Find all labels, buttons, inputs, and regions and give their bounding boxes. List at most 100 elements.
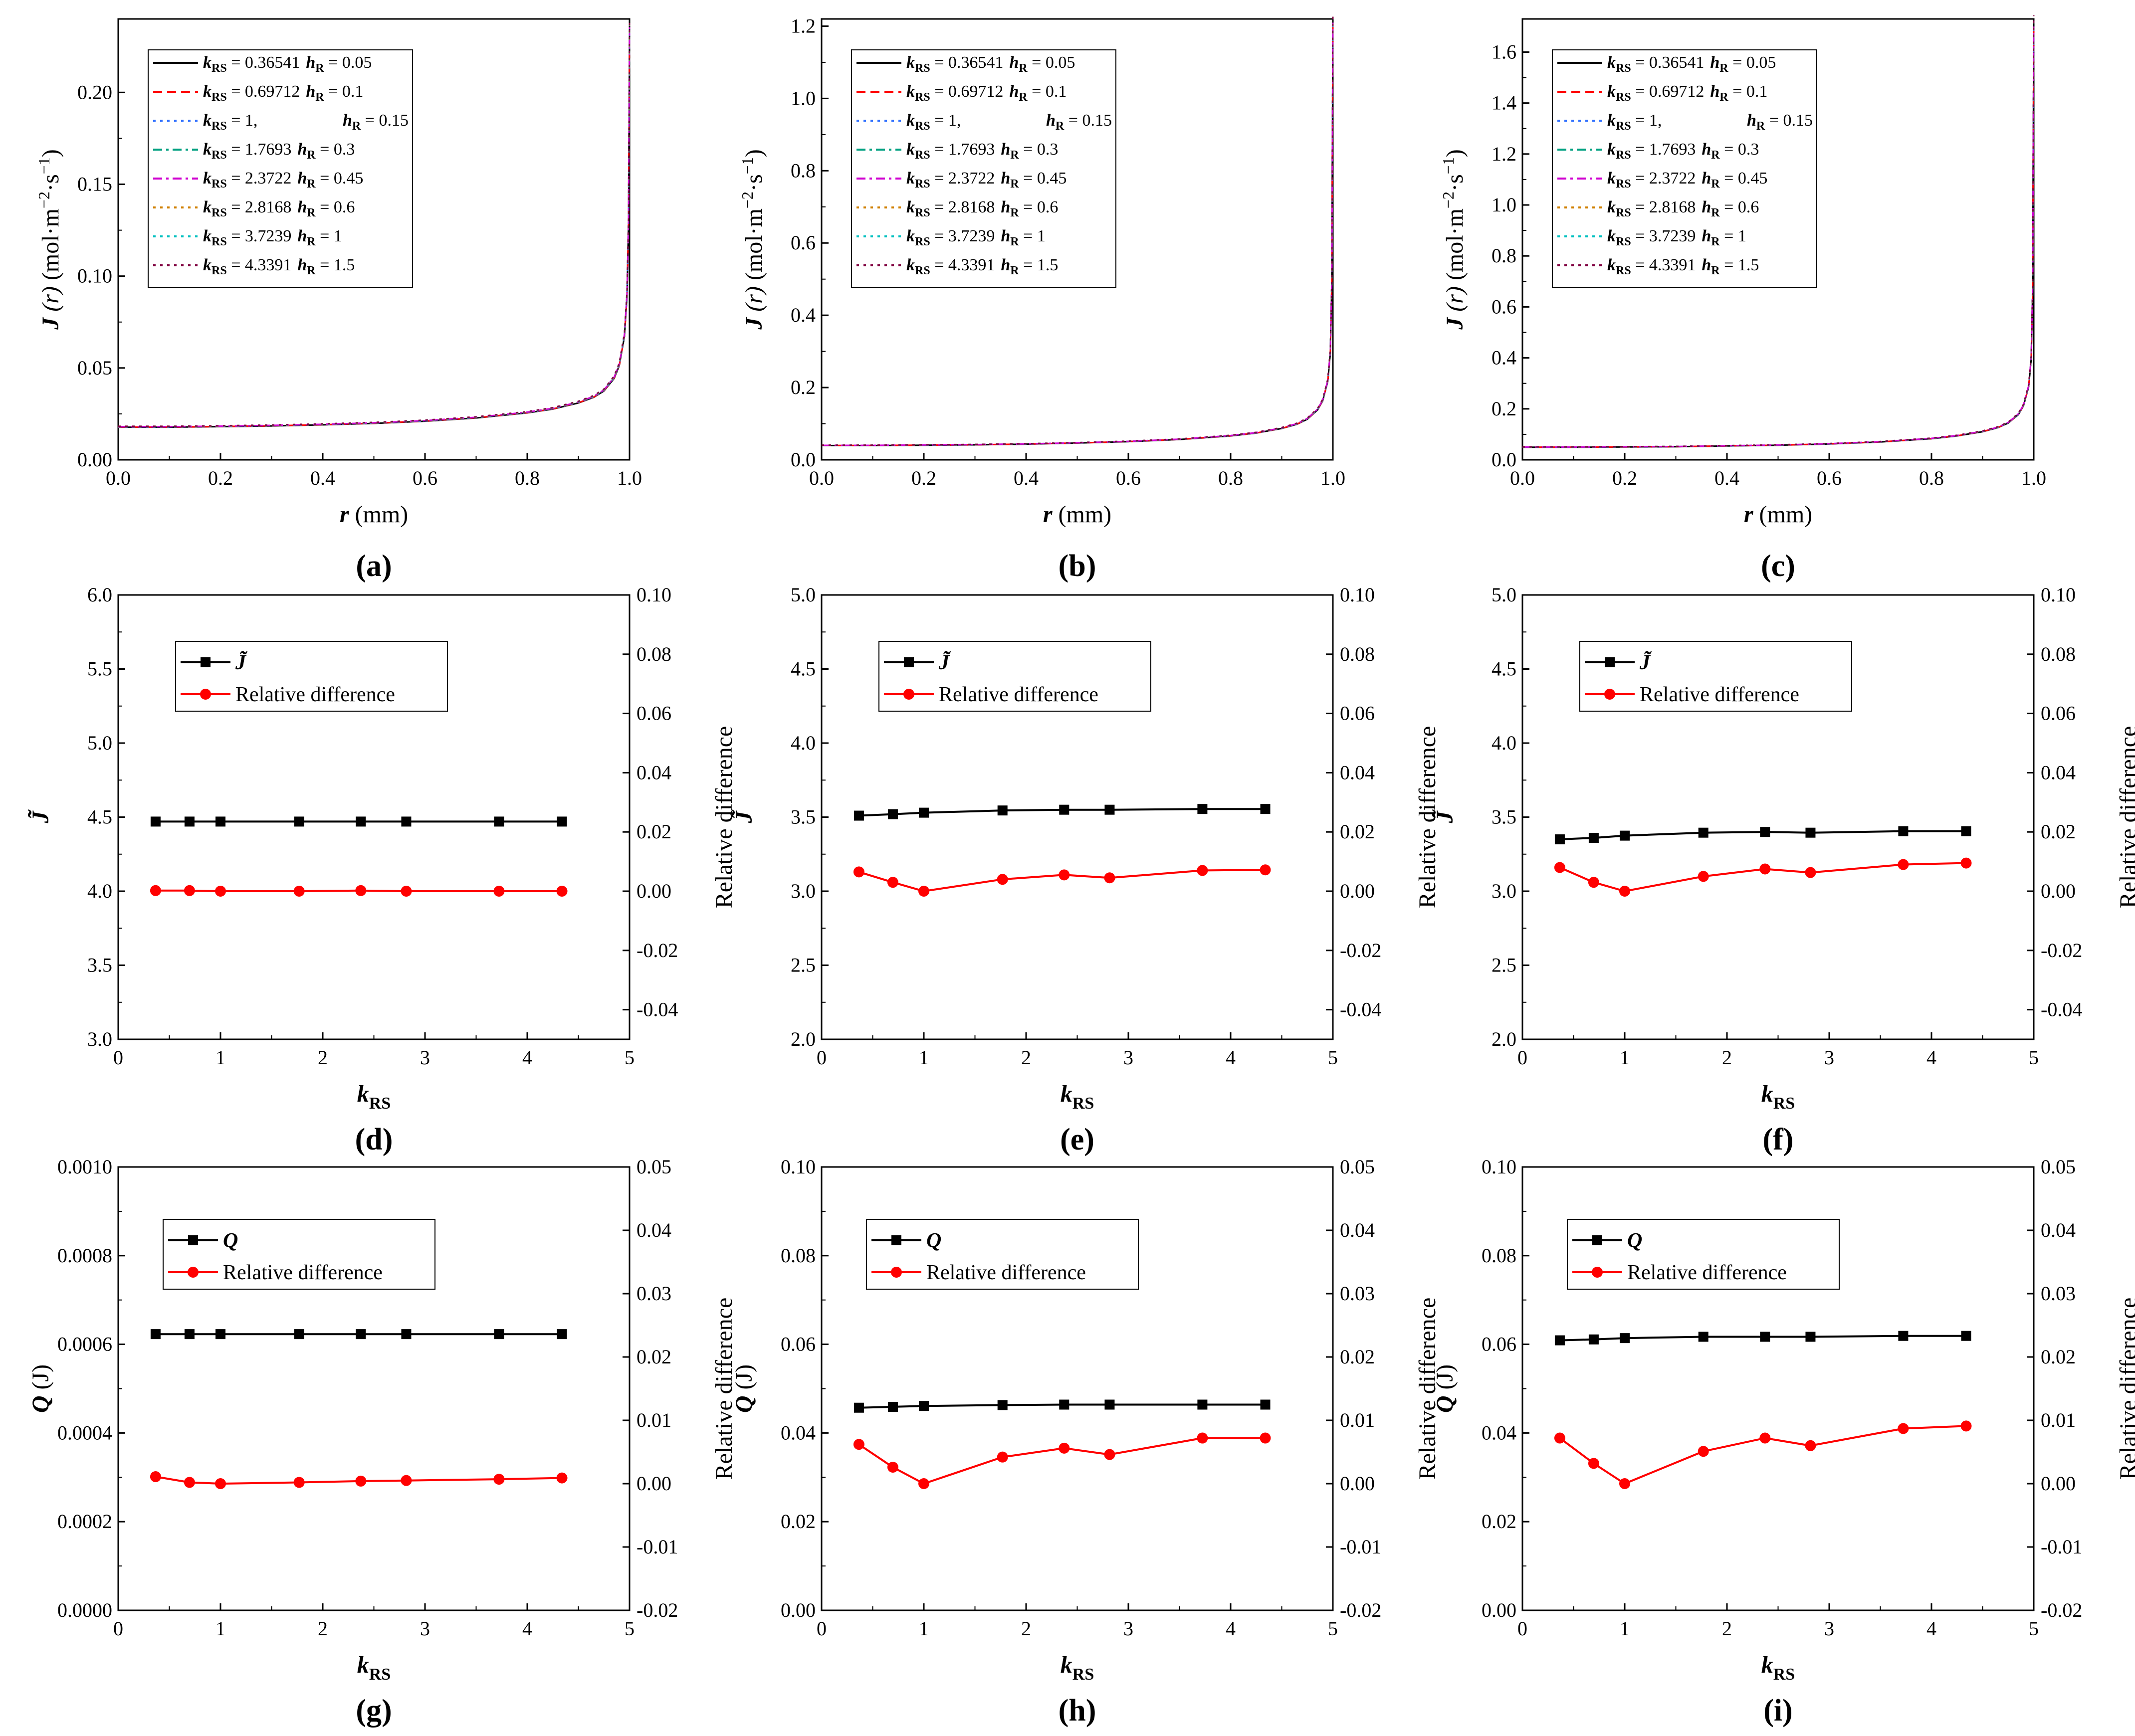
legend-h-sub: R — [1711, 206, 1720, 219]
x-tick-label: 5 — [1328, 1046, 1338, 1069]
y2-axis-label: Relative difference — [1414, 726, 1441, 909]
legend-entry: kRS = 0.36541 hR = 0.05 — [203, 53, 372, 75]
series-reldiff-point — [1554, 862, 1565, 873]
legend-k: k — [906, 111, 915, 130]
y-tick-label: 3.5 — [791, 806, 816, 828]
y2-tick-label: 0.02 — [1340, 1346, 1375, 1368]
y2-tick-label: 0.00 — [2041, 1472, 2076, 1495]
x-axis-label: kRS — [1761, 1081, 1795, 1113]
y-axis-exp: −1 — [738, 157, 756, 174]
legend-h: h — [297, 140, 307, 159]
panel-caption: (d) — [355, 1123, 393, 1157]
y-tick-label: 0.2 — [791, 376, 816, 398]
legend-h-sub: R — [315, 62, 324, 75]
y-tick-label: 0.6 — [791, 231, 816, 254]
legend-eq: = — [1028, 53, 1046, 72]
legend-eq: = — [324, 82, 342, 101]
series-main-point — [1760, 1332, 1770, 1342]
series-reldiff-point — [1260, 1432, 1271, 1444]
y-tick-label: 0.10 — [77, 265, 112, 287]
series-main-point — [1059, 1399, 1069, 1410]
y-tick-label: 0.0000 — [57, 1599, 112, 1621]
legend-k-value: 2.3722 — [1649, 169, 1696, 188]
legend-entry: Relative difference — [1640, 683, 1799, 706]
x-tick-label: 1.0 — [2021, 467, 2046, 489]
x-axis-unit: (mm) — [349, 501, 409, 528]
y2-axis-label: Relative difference — [2115, 726, 2135, 909]
series-reldiff-point — [1059, 869, 1070, 881]
series-main-point — [184, 1329, 195, 1340]
y-axis-exp: −2 — [1439, 192, 1457, 208]
x-tick-label: 2 — [1021, 1617, 1031, 1640]
y2-tick-label: 0.04 — [2041, 1219, 2076, 1241]
legend-k-sub: RS — [1616, 149, 1631, 162]
x-axis-sub: RS — [1773, 1094, 1795, 1113]
panel-i: 0 1 2 3 4 5 0.00 0.02 0.04 0.06 0.08 0.10 -0.02 -0.01… — [1432, 1156, 2135, 1728]
legend-h-value: 0.15 — [379, 111, 409, 130]
legend-h-sub: R — [1719, 91, 1728, 104]
y-axis-exp: −2 — [738, 192, 756, 208]
series-main-point — [494, 816, 504, 827]
y-tick-label: 0.08 — [1482, 1244, 1516, 1267]
legend-eq: = — [1720, 169, 1738, 188]
x-tick-label: 4 — [1926, 1617, 1936, 1640]
panel-caption: (a) — [356, 549, 392, 583]
legend-entry: kRS = 2.3722 hR = 0.45 — [906, 169, 1067, 191]
y-axis-label: Q (J) — [731, 1364, 757, 1413]
legend-k: k — [203, 256, 212, 274]
x-tick-label: 0.6 — [1116, 467, 1141, 489]
y-axis-var: J — [37, 317, 64, 330]
series-main-point — [1554, 834, 1565, 845]
legend-h-value: 0.3 — [334, 140, 355, 159]
x-tick-label: 0 — [817, 1617, 827, 1640]
legend-entry: Relative difference — [1627, 1261, 1787, 1284]
y2-tick-label: 0.05 — [1340, 1156, 1375, 1178]
x-tick-label: 0.0 — [106, 467, 131, 489]
legend-entry: kRS = 4.3391 hR = 1.5 — [203, 256, 355, 277]
series-reldiff-point — [918, 886, 929, 897]
x-tick-label: 3 — [1123, 1046, 1133, 1069]
legend-h-sub: R — [1719, 62, 1728, 75]
series-reldiff-point — [1698, 871, 1709, 882]
y-axis-unit: ·s — [741, 174, 767, 192]
series-reldiff-point — [1197, 1432, 1208, 1444]
series-reldiff-point — [355, 1475, 367, 1487]
legend-box — [1552, 49, 1817, 288]
legend-entry: kRS = 2.3722 hR = 0.45 — [203, 169, 363, 191]
series-reldiff-point — [887, 1461, 898, 1473]
series-main-point — [1620, 830, 1630, 841]
legend-eq: = — [361, 111, 379, 130]
legend-h: h — [306, 82, 315, 101]
panel-f: 0 1 2 3 4 5 2.0 2.5 3.0 3.5 4.0 4.5 5.0 -0.04 -0.02 0.0… — [1431, 583, 2135, 1157]
series-reldiff-point — [1805, 867, 1816, 878]
x-tick-label: 0 — [1517, 1617, 1527, 1640]
legend-entry: J̃ — [1639, 650, 1652, 674]
legend-h-sub: R — [307, 178, 316, 191]
series-main-point — [887, 809, 898, 819]
series-reldiff-point — [1805, 1440, 1816, 1451]
x-axis-var: r — [1043, 501, 1053, 528]
legend-k-sub: RS — [915, 149, 930, 162]
legend-k-sub: RS — [915, 120, 930, 133]
legend-k-value: 2.8168 — [1649, 198, 1696, 216]
series-main-point — [401, 816, 412, 827]
legend-h-sub: R — [307, 149, 316, 162]
legend-h: h — [1710, 53, 1719, 72]
series-reldiff-point — [556, 886, 568, 897]
legend-k-value: 2.8168 — [245, 198, 292, 216]
legend-box — [163, 1219, 435, 1290]
legend-eq: = — [1631, 140, 1649, 159]
legend-eq: = — [930, 198, 948, 216]
legend-eq: = — [1019, 198, 1037, 216]
legend-eq: = — [227, 140, 245, 159]
legend-entry: kRS = 0.36541 hR = 0.05 — [1607, 53, 1776, 75]
x-tick-label: 4 — [522, 1617, 532, 1640]
series-reldiff-point — [493, 1474, 505, 1485]
y2-tick-label: 0.06 — [1340, 702, 1375, 725]
legend-k-value: 2.3722 — [948, 169, 995, 188]
legend-eq: = — [1631, 169, 1649, 188]
y-tick-label: 2.5 — [791, 954, 816, 976]
legend-h-value: 0.6 — [1037, 198, 1059, 216]
series-reldiff-point — [1759, 863, 1771, 875]
x-axis-var: k — [1061, 1652, 1072, 1678]
